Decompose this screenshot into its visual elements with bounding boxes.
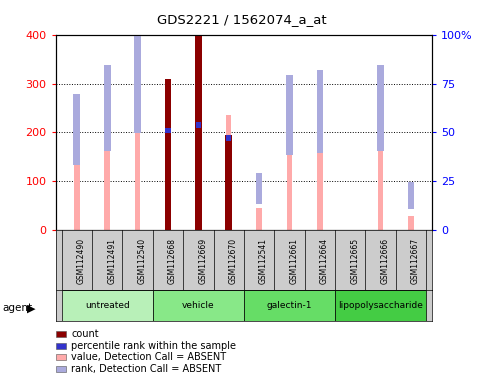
Text: GSM112670: GSM112670 bbox=[229, 238, 238, 284]
Bar bbox=[226, 115, 231, 230]
Bar bbox=[165, 127, 170, 134]
Text: ▶: ▶ bbox=[27, 303, 36, 313]
Bar bbox=[195, 35, 202, 230]
Bar bbox=[377, 65, 384, 151]
Text: galectin-1: galectin-1 bbox=[267, 301, 312, 310]
Text: percentile rank within the sample: percentile rank within the sample bbox=[71, 341, 236, 351]
Bar bbox=[286, 75, 293, 156]
Text: GSM112669: GSM112669 bbox=[199, 238, 207, 284]
Text: GSM112664: GSM112664 bbox=[320, 238, 329, 284]
Bar bbox=[244, 290, 335, 321]
Text: GSM112668: GSM112668 bbox=[168, 238, 177, 283]
Text: vehicle: vehicle bbox=[182, 301, 214, 310]
Bar bbox=[408, 182, 414, 209]
Bar bbox=[73, 94, 80, 165]
Text: GSM112540: GSM112540 bbox=[138, 238, 146, 284]
Bar bbox=[135, 47, 141, 230]
Bar bbox=[335, 290, 426, 321]
Bar bbox=[74, 132, 80, 230]
Text: GSM112661: GSM112661 bbox=[289, 238, 298, 283]
Text: count: count bbox=[71, 329, 99, 339]
Bar bbox=[256, 173, 262, 204]
Text: GSM112666: GSM112666 bbox=[381, 238, 390, 284]
Text: untreated: untreated bbox=[85, 301, 129, 310]
Bar bbox=[378, 118, 384, 230]
Text: value, Detection Call = ABSENT: value, Detection Call = ABSENT bbox=[71, 352, 226, 362]
Bar bbox=[196, 122, 201, 127]
Text: GSM112667: GSM112667 bbox=[411, 238, 420, 284]
Text: GDS2221 / 1562074_a_at: GDS2221 / 1562074_a_at bbox=[156, 13, 327, 26]
Text: GSM112541: GSM112541 bbox=[259, 238, 268, 283]
Bar bbox=[165, 79, 171, 230]
Bar bbox=[226, 136, 231, 141]
Bar bbox=[153, 290, 244, 321]
Text: GSM112491: GSM112491 bbox=[107, 238, 116, 283]
Text: rank, Detection Call = ABSENT: rank, Detection Call = ABSENT bbox=[71, 364, 221, 374]
Bar bbox=[256, 209, 262, 230]
Bar bbox=[408, 216, 414, 230]
Bar bbox=[317, 120, 323, 230]
Bar bbox=[287, 115, 292, 230]
Bar bbox=[104, 65, 111, 151]
Text: GSM112665: GSM112665 bbox=[350, 238, 359, 284]
Bar bbox=[62, 290, 153, 321]
Text: agent: agent bbox=[2, 303, 32, 313]
Bar bbox=[134, 31, 141, 134]
Bar bbox=[226, 135, 232, 230]
Bar bbox=[316, 70, 323, 153]
Bar bbox=[104, 98, 110, 230]
Text: GSM112490: GSM112490 bbox=[77, 238, 86, 284]
Text: lipopolysaccharide: lipopolysaccharide bbox=[338, 301, 423, 310]
